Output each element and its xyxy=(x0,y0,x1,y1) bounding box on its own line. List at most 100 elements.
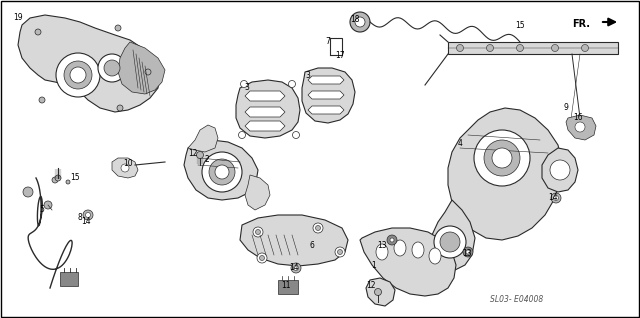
Circle shape xyxy=(434,226,466,258)
Ellipse shape xyxy=(412,242,424,258)
Circle shape xyxy=(575,122,585,132)
Circle shape xyxy=(56,53,100,97)
Polygon shape xyxy=(112,158,138,178)
Circle shape xyxy=(582,45,589,52)
Text: 6: 6 xyxy=(310,240,314,250)
Circle shape xyxy=(313,223,323,233)
Polygon shape xyxy=(245,91,285,101)
Circle shape xyxy=(316,225,321,231)
Circle shape xyxy=(55,175,61,181)
Circle shape xyxy=(196,151,204,158)
Polygon shape xyxy=(245,121,285,131)
Text: 17: 17 xyxy=(335,52,345,60)
Text: 9: 9 xyxy=(564,103,568,113)
Circle shape xyxy=(292,132,300,139)
Polygon shape xyxy=(236,80,300,138)
Circle shape xyxy=(355,17,365,27)
Circle shape xyxy=(350,12,370,32)
Circle shape xyxy=(374,288,381,295)
Polygon shape xyxy=(18,15,160,112)
Circle shape xyxy=(145,69,151,75)
Polygon shape xyxy=(245,175,270,210)
Circle shape xyxy=(64,61,92,89)
Circle shape xyxy=(121,164,129,172)
Circle shape xyxy=(474,130,530,186)
Text: 10: 10 xyxy=(123,158,133,168)
Circle shape xyxy=(257,253,267,263)
Text: 2: 2 xyxy=(205,156,209,164)
Circle shape xyxy=(335,247,345,257)
Text: 14: 14 xyxy=(81,218,91,226)
Text: 16: 16 xyxy=(573,114,583,122)
Circle shape xyxy=(516,45,524,52)
Text: 8: 8 xyxy=(77,213,83,223)
Polygon shape xyxy=(566,115,596,140)
Circle shape xyxy=(466,250,470,254)
Text: 15: 15 xyxy=(515,22,525,31)
Text: 15: 15 xyxy=(70,174,80,183)
Polygon shape xyxy=(360,228,456,296)
Circle shape xyxy=(337,250,342,254)
Circle shape xyxy=(484,140,520,176)
Polygon shape xyxy=(542,148,578,192)
Circle shape xyxy=(552,45,559,52)
Circle shape xyxy=(44,201,52,209)
Circle shape xyxy=(23,187,33,197)
Text: SL03- E04008: SL03- E04008 xyxy=(490,295,543,305)
Circle shape xyxy=(241,80,248,87)
Text: 11: 11 xyxy=(281,280,291,289)
Ellipse shape xyxy=(394,240,406,256)
Polygon shape xyxy=(240,215,348,266)
Text: 12: 12 xyxy=(188,149,198,157)
Polygon shape xyxy=(366,278,395,306)
Circle shape xyxy=(253,227,263,237)
Circle shape xyxy=(39,97,45,103)
Text: FR.: FR. xyxy=(572,19,590,29)
Circle shape xyxy=(202,152,242,192)
Text: 13: 13 xyxy=(462,248,472,258)
Text: 14: 14 xyxy=(548,193,558,203)
Circle shape xyxy=(463,247,473,257)
Text: 13: 13 xyxy=(377,240,387,250)
Circle shape xyxy=(294,266,298,271)
Circle shape xyxy=(83,210,93,220)
Circle shape xyxy=(255,230,260,234)
Text: 7: 7 xyxy=(326,38,330,46)
Polygon shape xyxy=(245,107,285,117)
Ellipse shape xyxy=(429,248,441,264)
Bar xyxy=(278,280,298,294)
Circle shape xyxy=(289,80,296,87)
Polygon shape xyxy=(188,125,218,152)
Bar xyxy=(448,42,618,54)
Circle shape xyxy=(554,196,559,201)
Polygon shape xyxy=(308,106,344,114)
Circle shape xyxy=(209,159,235,185)
Circle shape xyxy=(86,212,90,218)
Ellipse shape xyxy=(376,244,388,260)
Polygon shape xyxy=(184,140,258,200)
Polygon shape xyxy=(448,108,562,240)
Text: 12: 12 xyxy=(366,281,376,291)
Circle shape xyxy=(215,165,229,179)
Polygon shape xyxy=(430,200,475,270)
Text: 14: 14 xyxy=(289,264,299,273)
Circle shape xyxy=(259,255,264,260)
Circle shape xyxy=(66,180,70,184)
Circle shape xyxy=(440,232,460,252)
Circle shape xyxy=(35,29,41,35)
Text: 18: 18 xyxy=(350,16,360,24)
Text: 4: 4 xyxy=(458,139,463,148)
Bar xyxy=(60,272,78,286)
Text: 19: 19 xyxy=(13,13,23,23)
Circle shape xyxy=(117,105,123,111)
Text: 3: 3 xyxy=(305,72,310,80)
Circle shape xyxy=(492,148,512,168)
Circle shape xyxy=(115,25,121,31)
Circle shape xyxy=(52,177,58,183)
Polygon shape xyxy=(308,91,344,99)
Circle shape xyxy=(239,132,246,139)
Circle shape xyxy=(390,238,394,242)
Text: 1: 1 xyxy=(372,260,376,269)
Circle shape xyxy=(291,263,301,273)
Circle shape xyxy=(486,45,493,52)
